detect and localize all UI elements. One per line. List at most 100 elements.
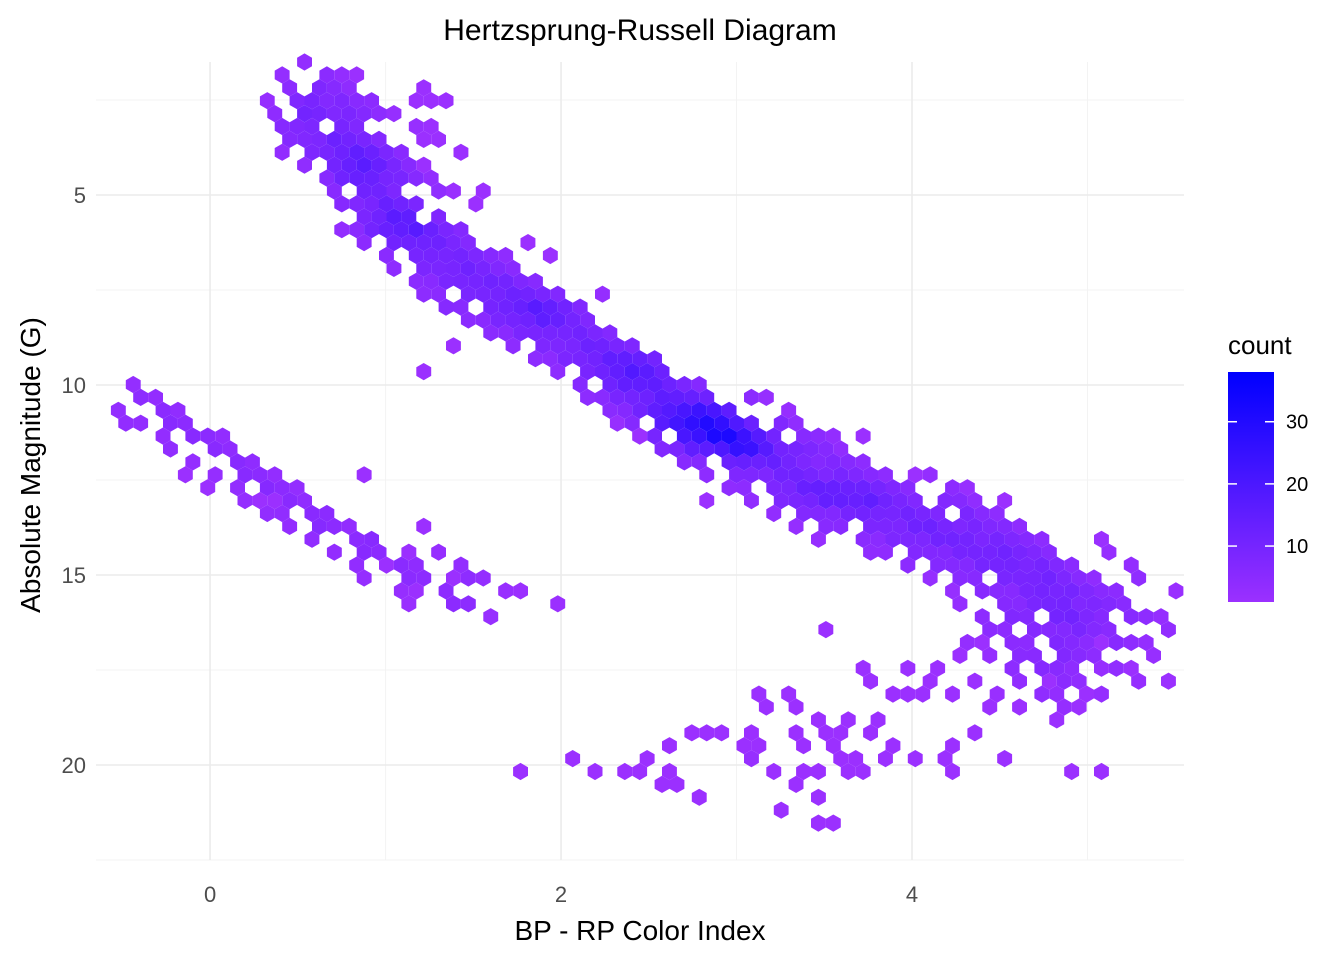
hexbin-cell	[371, 156, 387, 174]
hexbin-cell	[900, 685, 916, 703]
hexbin-cell	[945, 582, 960, 600]
hexbin-cell	[1131, 569, 1147, 587]
hexbin-cell	[855, 427, 871, 445]
hexbin-cell	[699, 724, 715, 742]
hexbin-cell	[848, 492, 864, 510]
legend-tick-label: 30	[1286, 412, 1308, 434]
hexbin-cell	[393, 195, 409, 213]
hexbin-cell	[341, 517, 357, 535]
hexbin-cell	[1086, 646, 1102, 664]
hexbin-cell	[535, 311, 551, 329]
hexbin-cell	[840, 504, 856, 523]
hexbin-cell	[379, 195, 394, 213]
hexbin-cell	[505, 337, 521, 355]
hexbin-cell	[907, 492, 923, 510]
hexbin-cell	[930, 556, 946, 574]
hexbin-cell	[453, 556, 469, 574]
hexbin-cell	[945, 530, 960, 548]
hexbin-cell	[580, 388, 595, 406]
hexbin-cell	[513, 272, 528, 290]
hexbin-cell	[788, 775, 804, 793]
hexbin-cell	[408, 556, 424, 574]
hexbin-cell	[952, 517, 968, 535]
legend-colorbar	[1228, 372, 1274, 602]
hexbin-cell	[326, 156, 342, 174]
hexbin-cell	[1056, 646, 1072, 664]
hexbin-cell	[580, 311, 595, 329]
hexbin-cell	[133, 388, 149, 406]
hexbin-cell	[453, 298, 469, 316]
hexbin-cell	[289, 92, 305, 110]
hexbin-cell	[1049, 582, 1065, 600]
hexbin-cell	[699, 388, 715, 406]
hexbin-cell	[878, 543, 893, 561]
hexbin-cell	[647, 375, 662, 394]
hexbin-cell	[446, 337, 461, 355]
hexbin-cell	[1027, 543, 1042, 561]
hexbin-cell	[460, 595, 476, 613]
hexbin-cell	[833, 440, 849, 458]
hexbin-cell	[602, 375, 618, 394]
hexbin-cell	[475, 569, 491, 587]
hexbin-cell	[676, 375, 692, 394]
hexbin-cell	[505, 259, 521, 277]
hexbin-cell	[714, 724, 730, 742]
hexbin-cell	[207, 466, 223, 484]
hexbin-cell	[796, 762, 811, 781]
hexbin-cell	[788, 414, 804, 432]
hexbin-cell	[1071, 646, 1087, 664]
hexbin-cell	[796, 427, 811, 445]
hexbin-cell	[1094, 582, 1109, 600]
hexbin-cell	[997, 569, 1013, 587]
hexbin-cell	[1079, 608, 1094, 626]
hexbin-cell	[334, 195, 350, 213]
hexbin-cell	[230, 453, 245, 471]
hexbin-cell	[431, 130, 446, 148]
hexbin-cell	[1027, 569, 1042, 587]
hexbin-cell	[587, 350, 603, 368]
hexbin-cell	[870, 530, 886, 548]
hexbin-cell	[490, 259, 506, 277]
hexbin-cell	[744, 440, 759, 458]
hexbin-cell	[483, 324, 499, 342]
hexbin-cell	[781, 479, 797, 497]
hexbin-cell	[401, 234, 417, 252]
hexbin-cell	[393, 169, 409, 187]
hexbin-cell	[1101, 621, 1117, 639]
hexbin-cell	[721, 401, 737, 419]
hexbin-cell	[915, 530, 931, 548]
hexbin-cell	[423, 92, 439, 110]
hexbin-cell	[528, 272, 543, 290]
hexbin-cell	[825, 737, 841, 755]
hexbin-cell	[833, 724, 849, 742]
hexbin-cell	[840, 711, 856, 729]
hexbin-cell	[907, 517, 923, 535]
hexbin-cell	[825, 479, 841, 497]
hexbin-cell	[341, 105, 357, 123]
hexbin-cell	[468, 272, 484, 290]
hexbin-cell	[922, 517, 938, 535]
hexbin-cell	[892, 492, 908, 510]
hexbin-cell	[542, 324, 558, 342]
hexbin-cell	[937, 517, 953, 535]
hexbin-cell	[274, 117, 290, 136]
hexbin-cell	[781, 401, 797, 419]
hexbin-cell	[945, 556, 960, 574]
hexbin-cell	[356, 234, 372, 252]
hexbin-cell	[1086, 621, 1102, 639]
hexbin-cell	[1146, 646, 1161, 664]
hexbin-cell	[267, 105, 283, 123]
hexbin-cell	[364, 92, 379, 110]
hexbin-cell	[416, 79, 432, 97]
hexbin-cell	[602, 401, 618, 419]
hexbin-cell	[773, 492, 789, 510]
hexbin-cell	[773, 440, 789, 458]
hexbin-cell	[1108, 633, 1124, 652]
hexbin-cell	[438, 221, 454, 239]
hexbin-cell	[766, 504, 782, 523]
hexbin-cell	[155, 427, 171, 445]
hexbin-cell	[289, 117, 305, 136]
hexbin-cell	[371, 208, 387, 226]
x-axis: 0 2 4	[204, 882, 918, 907]
hexbin-cell	[460, 569, 476, 587]
